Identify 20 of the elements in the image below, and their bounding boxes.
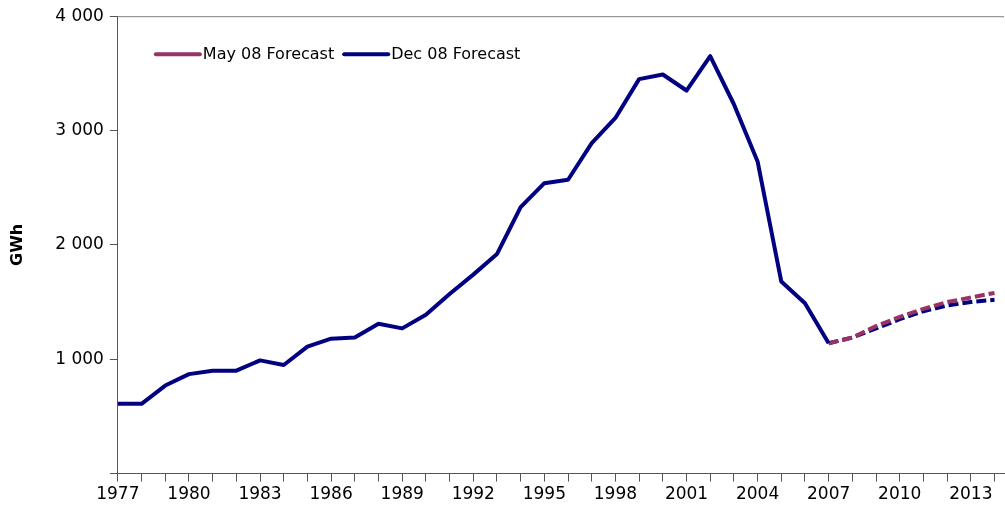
y-tick-label: 1 000 [55,347,104,368]
x-tick-label: 1980 [167,483,211,504]
x-tick-label: 2001 [664,483,709,504]
x-tick-label: 2007 [807,483,851,504]
legend-label: May 08 Forecast [202,44,335,64]
x-tick-label: 2013 [949,483,993,504]
y-tick-label: 2 000 [55,233,104,254]
y-tick-label: 4 000 [55,4,104,25]
x-tick-label: 1992 [451,483,495,504]
x-tick-label: 1998 [593,483,638,504]
x-tick-label: 1989 [380,483,424,504]
y-axis-title: GWh [6,223,26,266]
y-tick-label: 3 000 [55,118,104,139]
x-tick-label: 2010 [878,483,922,504]
x-tick-label: 1977 [96,483,140,504]
legend-label: Dec 08 Forecast [391,44,521,64]
x-tick-label: 1986 [309,483,353,504]
x-tick-label: 2004 [735,483,780,504]
x-tick-label: 1995 [522,483,566,504]
x-tick-label: 1983 [238,483,282,504]
